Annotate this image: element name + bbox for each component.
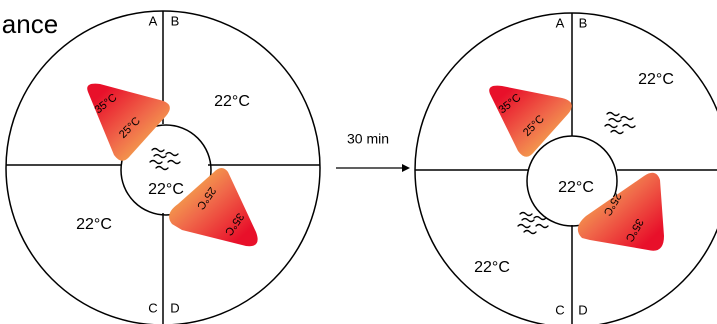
outer-ring <box>415 13 717 324</box>
worms <box>605 113 635 134</box>
arrow-label: 30 min <box>347 131 389 147</box>
temperature: 22°C <box>214 93 250 110</box>
title: ance <box>2 9 58 39</box>
temperature: 22°C <box>148 181 184 198</box>
quadrant-label: B <box>171 13 180 28</box>
quadrant-label: A <box>556 15 565 30</box>
right-arena: A B C D 22°C 22°C 22°C 35°C 25°C 25°C 35… <box>415 13 717 324</box>
quadrant-label: C <box>555 302 564 317</box>
worms <box>150 149 180 170</box>
heat-gradient <box>169 168 258 246</box>
figure: ance A B C D 22°C 22°C 22°C 35°C 25°C 25… <box>0 0 717 324</box>
temperature: 22°C <box>638 71 674 88</box>
quadrant-label: D <box>578 302 587 317</box>
quadrant-label: B <box>579 15 588 30</box>
temperature: 22°C <box>558 179 594 196</box>
quadrant-label: A <box>149 13 158 28</box>
quadrant-label: D <box>170 300 179 315</box>
temperature: 22°C <box>474 259 510 276</box>
left-arena: A B C D 22°C 22°C 22°C 35°C 25°C 25°C 35… <box>6 11 320 324</box>
quadrant-label: C <box>148 300 157 315</box>
temperature: 22°C <box>76 216 112 233</box>
arrow-head <box>402 164 410 172</box>
